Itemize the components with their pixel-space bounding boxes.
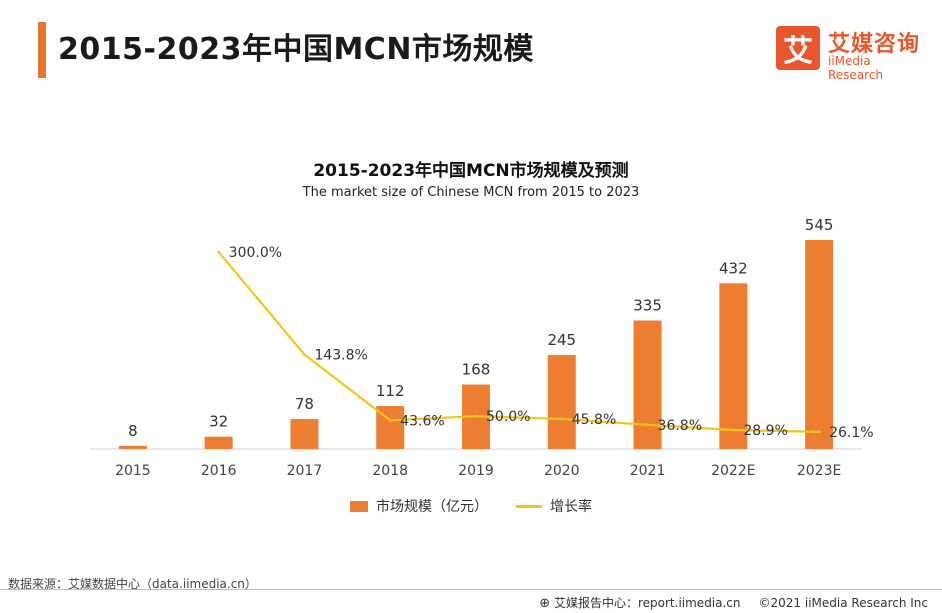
growth-point-2016 (217, 250, 221, 254)
report-center-text: 艾媒报告中心：report.iimedia.cn (553, 596, 741, 610)
x-tick-2015: 2015 (115, 463, 151, 479)
bar-2021 (633, 320, 662, 449)
chart-title: 2015-2023年中国MCN市场规模及预测 (313, 161, 629, 181)
legend-line-swatch (516, 504, 542, 508)
growth-label-2022E: 28.9% (743, 423, 787, 439)
logo-name-cn: 艾媒咨询 (828, 32, 921, 57)
page-title: 2015-2023年中国MCN市场规模 (58, 32, 534, 67)
growth-label-2020: 45.8% (572, 412, 616, 428)
x-tick-2023E: 2023E (797, 463, 841, 479)
x-tick-2020: 2020 (544, 463, 580, 479)
growth-point-2018 (388, 418, 392, 422)
growth-label-2016: 300.0% (229, 245, 282, 261)
growth-label-2019: 50.0% (486, 409, 530, 425)
title-accent-bar (38, 22, 46, 78)
bar-2023E (805, 240, 834, 449)
legend-item-growth-rate: 增长率 (516, 496, 592, 516)
globe-icon: ⊕ (539, 596, 551, 611)
x-tick-2018: 2018 (372, 463, 408, 479)
bar-2020 (547, 355, 576, 449)
legend-bar-swatch (350, 500, 368, 512)
growth-point-2020 (560, 417, 564, 421)
growth-point-2021 (646, 423, 650, 427)
legend-item-market-size: 市场规模（亿元） (350, 496, 488, 516)
growth-label-2023E: 26.1% (829, 425, 873, 441)
x-tick-2021: 2021 (630, 463, 666, 479)
bar-label-2018: 112 (376, 382, 405, 400)
bar-2022E (719, 283, 748, 449)
brand-logo: 艾 艾媒咨询 iiMedia Research (776, 26, 928, 82)
bar-label-2016: 32 (209, 413, 228, 431)
x-tick-2022E: 2022E (711, 463, 755, 479)
growth-label-2021: 36.8% (658, 418, 702, 434)
bar-label-2022E: 432 (719, 259, 748, 277)
legend-label-growth-rate: 增长率 (550, 499, 592, 515)
footer-info: ⊕ 艾媒报告中心：report.iimedia.cn ©2021 iiMedia… (539, 594, 928, 612)
bar-2016 (204, 436, 233, 449)
bar-label-2023E: 545 (805, 216, 834, 234)
copyright-text: ©2021 iiMedia Research Inc (758, 595, 928, 610)
growth-point-2019 (474, 414, 478, 418)
growth-rate-line (217, 251, 820, 433)
x-tick-2019: 2019 (458, 463, 494, 479)
bar-2015 (118, 445, 147, 449)
growth-label-2017: 143.8% (314, 348, 367, 364)
bar-2017 (290, 419, 319, 449)
legend-label-market-size: 市场规模（亿元） (376, 499, 488, 515)
x-tick-2017: 2017 (287, 463, 323, 479)
logo-name-en: iiMedia Research (828, 54, 884, 82)
data-source: 数据来源：艾媒数据中心（data.iimedia.cn） (8, 577, 257, 591)
bar-label-2021: 335 (633, 297, 662, 315)
growth-point-2023E (817, 430, 821, 434)
bar-label-2019: 168 (462, 361, 491, 379)
chart-subtitle: The market size of Chinese MCN from 2015… (302, 185, 640, 200)
chart-legend: 市场规模（亿元） 增长率 (0, 496, 942, 516)
growth-point-2017 (302, 353, 306, 357)
footer-divider (0, 589, 942, 590)
bar-label-2017: 78 (295, 395, 314, 413)
x-tick-2016: 2016 (201, 463, 237, 479)
bar-label-2020: 245 (547, 331, 576, 349)
report-center-link[interactable]: ⊕ 艾媒报告中心：report.iimedia.cn (539, 594, 740, 611)
bar-label-2015: 8 (128, 422, 138, 440)
growth-label-2018: 43.6% (400, 413, 444, 429)
logo-mark: 艾 (776, 26, 820, 70)
growth-point-2022E (731, 428, 735, 432)
